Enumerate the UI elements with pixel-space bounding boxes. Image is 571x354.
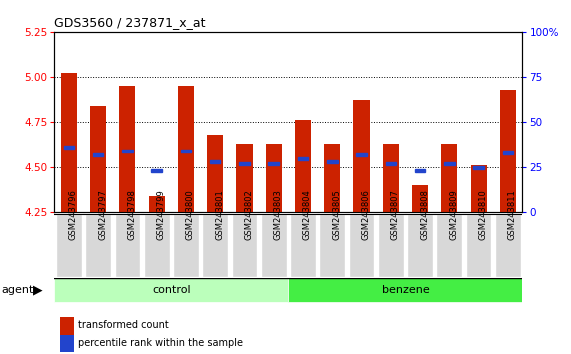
Bar [180,150,191,153]
FancyBboxPatch shape [115,214,140,276]
FancyBboxPatch shape [56,214,82,276]
Text: GSM243800: GSM243800 [186,190,195,240]
FancyBboxPatch shape [85,214,111,276]
FancyBboxPatch shape [144,214,170,276]
Text: GDS3560 / 237871_x_at: GDS3560 / 237871_x_at [54,16,206,29]
Bar [151,170,162,172]
Text: GSM243797: GSM243797 [98,190,107,240]
Bar [119,86,135,212]
Bar [327,160,337,163]
FancyBboxPatch shape [288,278,522,302]
Text: GSM243804: GSM243804 [303,190,312,240]
FancyBboxPatch shape [378,214,404,276]
Text: ▶: ▶ [33,284,43,297]
FancyBboxPatch shape [290,214,316,276]
Bar [63,146,74,149]
Bar [295,120,311,212]
Text: GSM243807: GSM243807 [391,190,400,240]
Text: GSM243809: GSM243809 [449,190,459,240]
Bar [324,144,340,212]
FancyBboxPatch shape [261,214,287,276]
Text: GSM243811: GSM243811 [508,190,517,240]
Text: GSM243810: GSM243810 [478,190,488,240]
Bar [207,135,223,212]
Bar [473,166,484,169]
Text: transformed count: transformed count [78,320,169,330]
Text: benzene: benzene [381,285,429,295]
Bar [415,170,425,172]
FancyBboxPatch shape [349,214,375,276]
Bar [471,165,486,212]
Bar [441,144,457,212]
FancyBboxPatch shape [173,214,199,276]
FancyBboxPatch shape [54,278,288,302]
FancyBboxPatch shape [232,214,258,276]
Bar [356,153,367,156]
Bar [236,144,252,212]
FancyBboxPatch shape [466,214,492,276]
Bar [122,150,132,153]
FancyBboxPatch shape [495,214,521,276]
Bar [93,153,103,156]
Text: GSM243802: GSM243802 [244,190,254,240]
FancyBboxPatch shape [436,214,462,276]
FancyBboxPatch shape [202,214,228,276]
Bar [383,144,399,212]
Bar [500,90,516,212]
Bar [210,160,220,163]
FancyBboxPatch shape [407,214,433,276]
Text: percentile rank within the sample: percentile rank within the sample [78,338,243,348]
Text: GSM243806: GSM243806 [361,190,371,240]
Text: GSM243798: GSM243798 [127,190,136,240]
Text: GSM243805: GSM243805 [332,190,341,240]
Bar [266,144,282,212]
Text: GSM243799: GSM243799 [156,190,166,240]
Bar [444,162,455,165]
Bar [268,162,279,165]
Bar [502,152,513,154]
Text: GSM243796: GSM243796 [69,190,78,240]
Text: control: control [152,285,191,295]
Bar [412,185,428,212]
Bar [239,162,250,165]
Bar [61,73,77,212]
Text: GSM243803: GSM243803 [274,190,283,240]
Bar [385,162,396,165]
Text: agent: agent [2,285,34,295]
Bar [353,101,369,212]
Bar [178,86,194,212]
Text: GSM243808: GSM243808 [420,190,429,240]
Text: GSM243801: GSM243801 [215,190,224,240]
FancyBboxPatch shape [319,214,345,276]
Bar [297,157,308,160]
Bar [148,196,164,212]
Bar [90,106,106,212]
